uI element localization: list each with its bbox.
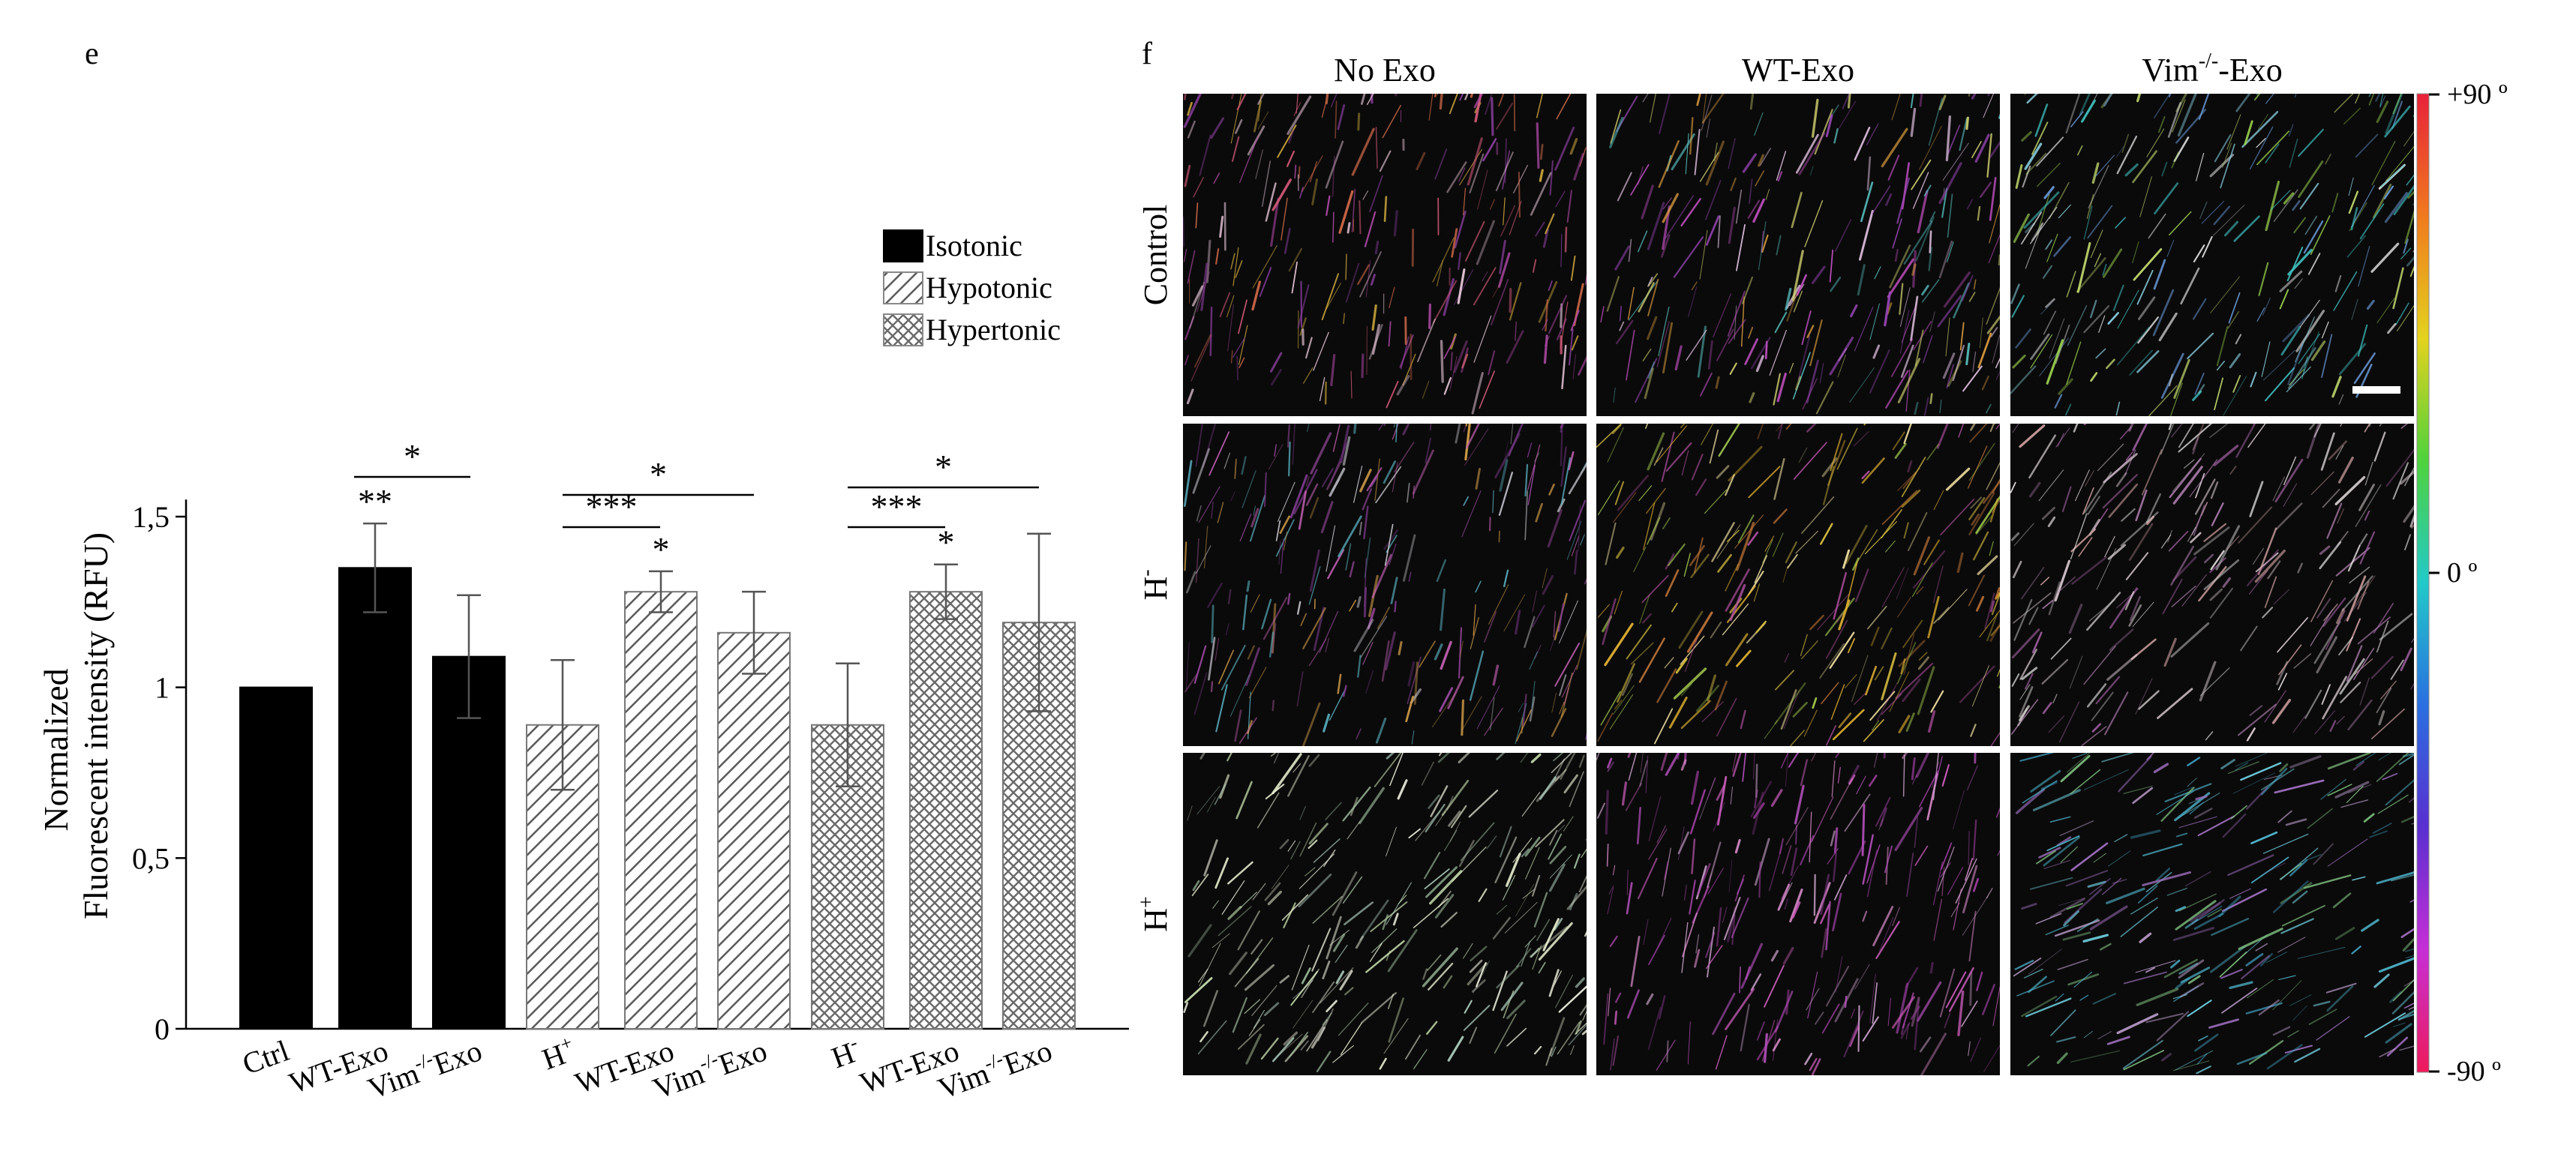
y-tick-label: 1,5 <box>132 500 170 534</box>
micrograph-tile <box>1183 94 1587 416</box>
micrograph-tiles <box>1183 94 2414 1075</box>
legend-label: Isotonic <box>926 229 1022 262</box>
colorbar-label-top: +90 º <box>2447 79 2508 110</box>
svg-text:***: *** <box>871 487 923 526</box>
bars <box>239 567 1076 1030</box>
bar <box>239 686 313 1030</box>
micrograph-tile <box>1596 753 2000 1075</box>
orientation-colorbar: +90 º 0 º -90 º <box>2416 79 2508 1087</box>
y-axis: 0 0,5 1 1,5 <box>132 499 188 1046</box>
error-bar <box>363 522 387 613</box>
error-bars <box>363 522 1051 791</box>
micrograph-tile <box>2010 753 2414 1075</box>
micrograph-tile <box>1596 94 2000 416</box>
legend-item: Isotonic <box>883 229 1022 262</box>
micrograph-tile <box>1183 424 1587 746</box>
legend-swatch <box>883 271 923 304</box>
row-header: Control <box>1137 205 1174 305</box>
bar-star: ** <box>358 482 392 520</box>
error-bar <box>934 563 958 620</box>
comparison: * <box>563 455 754 496</box>
bar-chart: 00,511,5 *** * * ******** CtrlWT-ExoVim-/-… <box>37 229 1129 1105</box>
svg-text:***: *** <box>586 487 638 526</box>
legend-swatch <box>883 313 923 346</box>
legend-swatch <box>883 229 923 262</box>
error-bar <box>836 662 860 787</box>
error-bar <box>551 658 575 791</box>
legend-label: Hypotonic <box>926 271 1052 304</box>
x-tick-label: Ctrl <box>238 1033 293 1081</box>
svg-text:*: * <box>650 455 667 493</box>
y-tick-label: 1 <box>155 671 170 705</box>
column-header: No Exo <box>1334 52 1436 88</box>
y-tick-label: 0 <box>155 1012 170 1046</box>
svg-text:*: * <box>935 448 952 486</box>
column-header: WT-Exo <box>1742 52 1854 88</box>
bar <box>624 591 698 1030</box>
bar-star: * <box>653 530 670 568</box>
micrograph-tile <box>1183 753 1587 1075</box>
panel-letter-f: f <box>1142 37 1152 71</box>
column-headers: No Exo WT-Exo Vim-/--Exo <box>1334 49 2283 88</box>
svg-text:*: * <box>404 437 421 475</box>
bar <box>717 631 791 1030</box>
scale-bar <box>2352 386 2400 394</box>
bar <box>909 591 983 1030</box>
micrograph-tile <box>2010 94 2414 416</box>
bar <box>338 567 412 1030</box>
micrograph-tile <box>2010 424 2414 746</box>
comparison-lines: * ******** <box>354 437 1039 529</box>
column-header: Vim-/--Exo <box>2142 49 2283 88</box>
bar-star: * <box>938 523 955 562</box>
panel-letter-e: e <box>85 37 99 71</box>
row-headers: Control H- H+ <box>1135 205 1174 932</box>
legend-label: Hypertonic <box>926 313 1061 346</box>
comparison: * <box>848 448 1039 489</box>
row-header: H- <box>1135 569 1174 600</box>
significance-stars: *** * <box>358 482 955 568</box>
y-tick-label: 0,5 <box>132 841 170 875</box>
legend-item: Hypertonic <box>883 313 1061 346</box>
y-axis-label-line1: Normalized <box>37 668 75 831</box>
colorbar-gradient <box>2416 93 2430 1073</box>
comparison: *** <box>848 487 945 529</box>
legend-item: Hypotonic <box>883 271 1052 304</box>
legend: Isotonic Hypotonic Hypertonic <box>883 229 1061 346</box>
colorbar-label-bottom: -90 º <box>2447 1056 2501 1087</box>
micrograph-tile <box>1596 424 2000 746</box>
comparison: * <box>354 437 470 478</box>
error-bar <box>1027 532 1051 712</box>
image-grid: No Exo WT-Exo Vim-/--Exo Control H- H+ <box>1135 49 2414 1075</box>
row-header: H+ <box>1135 896 1174 932</box>
comparison: *** <box>563 487 660 529</box>
error-bar <box>457 594 481 719</box>
colorbar-label-mid: 0 º <box>2447 557 2478 589</box>
error-bar <box>649 570 673 613</box>
error-bar <box>742 590 766 675</box>
y-axis-label-line2: Fluorescent intensity (RFU) <box>77 532 115 919</box>
